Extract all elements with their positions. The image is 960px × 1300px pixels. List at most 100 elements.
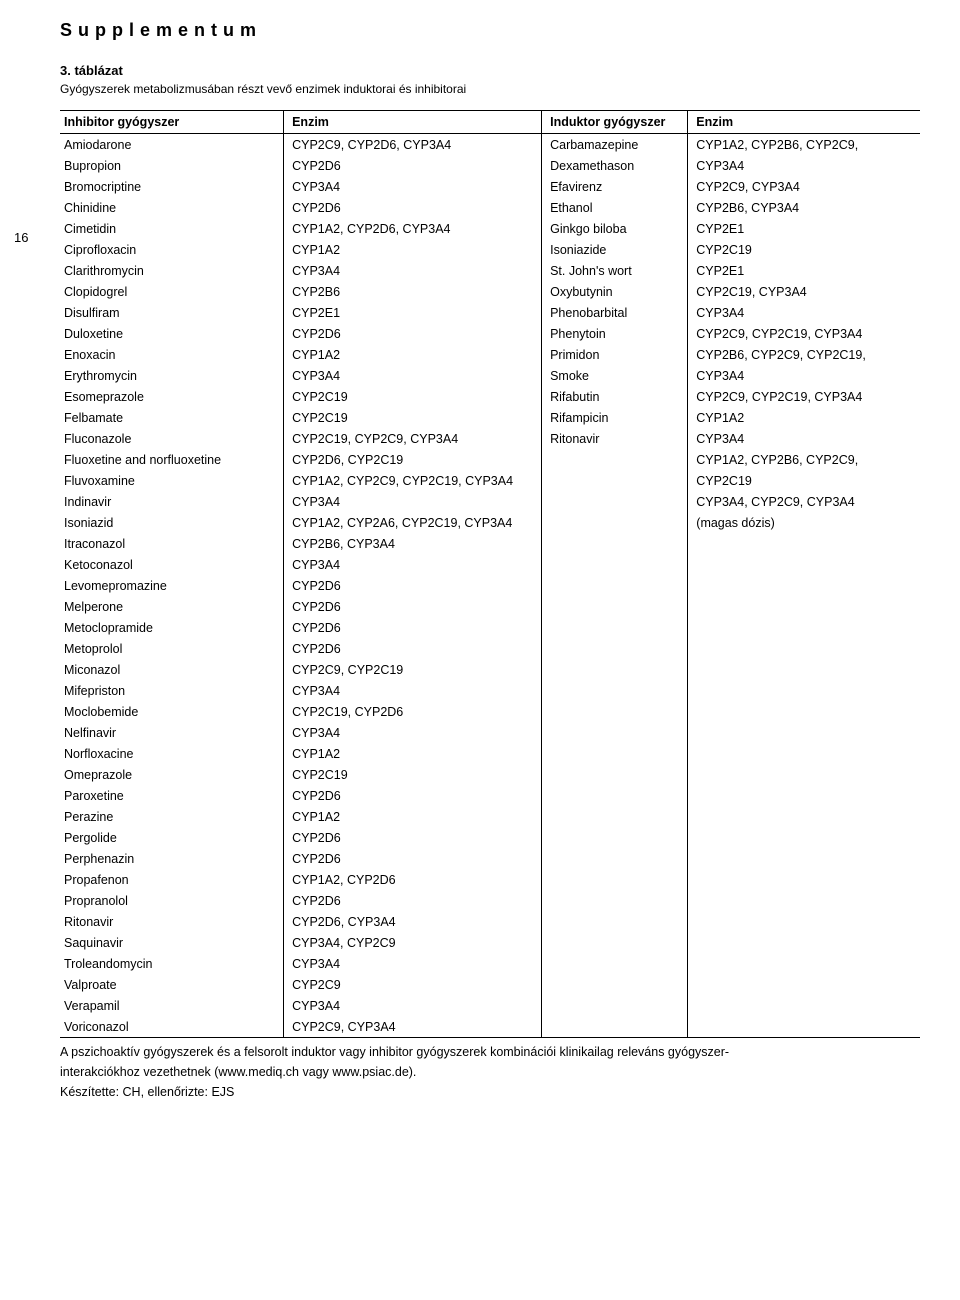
table-row: IsoniazidCYP1A2, CYP2A6, CYP2C19, CYP3A4… [60,512,920,533]
col-induktor: Induktor gyógyszer [542,111,688,134]
table-row: ErythromycinCYP3A4SmokeCYP3A4 [60,365,920,386]
cell-enzim1: CYP2C19 [284,764,542,785]
cell-enzim2: CYP2C9, CYP3A4 [688,176,920,197]
cell-induktor: Dexamethason [542,155,688,176]
table-row: CimetidinCYP1A2, CYP2D6, CYP3A4Ginkgo bi… [60,218,920,239]
cell-enzim1: CYP1A2, CYP2C9, CYP2C19, CYP3A4 [284,470,542,491]
cell-enzim2 [688,596,920,617]
table-row: LevomepromazineCYP2D6 [60,575,920,596]
cell-induktor [542,890,688,911]
table-row: FelbamateCYP2C19RifampicinCYP1A2 [60,407,920,428]
cell-inhibitor: Voriconazol [60,1016,284,1037]
cell-inhibitor: Itraconazol [60,533,284,554]
cell-induktor: Rifabutin [542,386,688,407]
cell-enzim2: CYP2E1 [688,218,920,239]
cell-enzim2 [688,785,920,806]
cell-enzim2: CYP3A4 [688,428,920,449]
cell-induktor [542,1016,688,1037]
cell-enzim2: CYP1A2, CYP2B6, CYP2C9, [688,449,920,470]
table-row: AmiodaroneCYP2C9, CYP2D6, CYP3A4Carbamaz… [60,134,920,156]
cell-induktor: Efavirenz [542,176,688,197]
cell-enzim1: CYP2D6, CYP3A4 [284,911,542,932]
cell-enzim1: CYP2D6 [284,323,542,344]
table-row: MetoclopramideCYP2D6 [60,617,920,638]
cell-enzim1: CYP2C19 [284,386,542,407]
cell-enzim2 [688,848,920,869]
cell-inhibitor: Propafenon [60,869,284,890]
cell-enzim1: CYP3A4 [284,365,542,386]
table-row: ChinidineCYP2D6EthanolCYP2B6, CYP3A4 [60,197,920,218]
cell-enzim2: CYP1A2, CYP2B6, CYP2C9, [688,134,920,156]
cell-induktor: Isoniazide [542,239,688,260]
cell-inhibitor: Melperone [60,596,284,617]
cell-enzim1: CYP2C9 [284,974,542,995]
table-row: TroleandomycinCYP3A4 [60,953,920,974]
cell-inhibitor: Norfloxacine [60,743,284,764]
cell-inhibitor: Omeprazole [60,764,284,785]
cell-enzim2: CYP2E1 [688,260,920,281]
cell-induktor [542,743,688,764]
cell-enzim1: CYP2C9, CYP2C19 [284,659,542,680]
cell-enzim2 [688,680,920,701]
cell-enzim2: (magas dózis) [688,512,920,533]
enzyme-table: Inhibitor gyógyszer Enzim Induktor gyógy… [60,110,920,1037]
table-row: DisulfiramCYP2E1PhenobarbitalCYP3A4 [60,302,920,323]
cell-enzim1: CYP2D6 [284,617,542,638]
cell-enzim2 [688,974,920,995]
cell-enzim1: CYP3A4 [284,176,542,197]
table-row: DuloxetineCYP2D6PhenytoinCYP2C9, CYP2C19… [60,323,920,344]
cell-inhibitor: Ciprofloxacin [60,239,284,260]
cell-inhibitor: Propranolol [60,890,284,911]
cell-induktor: Carbamazepine [542,134,688,156]
table-row: MiconazolCYP2C9, CYP2C19 [60,659,920,680]
cell-inhibitor: Paroxetine [60,785,284,806]
cell-induktor [542,617,688,638]
cell-induktor [542,953,688,974]
cell-induktor [542,848,688,869]
table-header-row: Inhibitor gyógyszer Enzim Induktor gyógy… [60,111,920,134]
cell-enzim1: CYP2D6 [284,596,542,617]
cell-inhibitor: Disulfiram [60,302,284,323]
cell-inhibitor: Bupropion [60,155,284,176]
cell-enzim2 [688,659,920,680]
cell-enzim2: CYP2C19 [688,239,920,260]
cell-enzim2 [688,722,920,743]
cell-enzim2: CYP2C9, CYP2C19, CYP3A4 [688,323,920,344]
cell-induktor [542,554,688,575]
cell-enzim1: CYP2D6 [284,197,542,218]
cell-enzim2 [688,932,920,953]
cell-enzim2 [688,764,920,785]
cell-induktor [542,764,688,785]
cell-inhibitor: Metoclopramide [60,617,284,638]
cell-inhibitor: Esomeprazole [60,386,284,407]
cell-inhibitor: Perazine [60,806,284,827]
cell-enzim2: CYP3A4 [688,365,920,386]
table-row: IndinavirCYP3A4CYP3A4, CYP2C9, CYP3A4 [60,491,920,512]
table-row: BupropionCYP2D6DexamethasonCYP3A4 [60,155,920,176]
cell-inhibitor: Fluconazole [60,428,284,449]
cell-enzim1: CYP2D6 [284,155,542,176]
cell-inhibitor: Nelfinavir [60,722,284,743]
table-row: FluconazoleCYP2C19, CYP2C9, CYP3A4Ritona… [60,428,920,449]
cell-inhibitor: Enoxacin [60,344,284,365]
cell-inhibitor: Fluoxetine and norfluoxetine [60,449,284,470]
cell-enzim1: CYP2C19, CYP2D6 [284,701,542,722]
cell-enzim2 [688,890,920,911]
table-title: 3. táblázat [60,63,920,78]
cell-enzim1: CYP2D6 [284,785,542,806]
cell-enzim1: CYP2B6 [284,281,542,302]
cell-enzim2 [688,953,920,974]
cell-inhibitor: Valproate [60,974,284,995]
cell-enzim2 [688,806,920,827]
cell-enzim2: CYP1A2 [688,407,920,428]
cell-inhibitor: Perphenazin [60,848,284,869]
cell-enzim1: CYP2D6 [284,890,542,911]
table-row: PerazineCYP1A2 [60,806,920,827]
cell-enzim2 [688,575,920,596]
cell-enzim1: CYP2D6 [284,848,542,869]
cell-induktor [542,869,688,890]
cell-induktor [542,470,688,491]
cell-enzim2: CYP3A4 [688,155,920,176]
cell-inhibitor: Mifepriston [60,680,284,701]
cell-induktor [542,722,688,743]
